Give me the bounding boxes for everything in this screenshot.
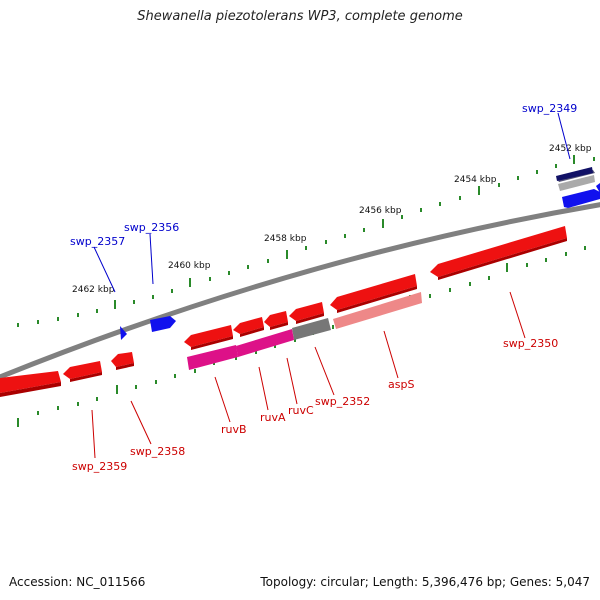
- gene-swp-2352[interactable]: [292, 318, 331, 340]
- label-swp-2358[interactable]: swp_2358: [130, 445, 185, 458]
- gene-ruvA-red[interactable]: [264, 311, 288, 327]
- gene-ruvA-red-shade: [270, 322, 288, 330]
- gene-swp-2349-grey[interactable]: [558, 175, 595, 191]
- gene-swp-2349-tip[interactable]: [596, 183, 600, 193]
- gene-ruvC-shade: [296, 313, 324, 324]
- leader-swp-2356: [149, 233, 154, 285]
- leader-ruvC: [286, 357, 298, 405]
- reverse-genes: [0, 226, 567, 397]
- tick-label-2456: 2456 kbp: [359, 206, 402, 216]
- leader-ruvB: [214, 376, 231, 423]
- tick-label-2454: 2454 kbp: [454, 175, 497, 185]
- label-swp-2359[interactable]: swp_2359: [72, 460, 127, 473]
- gene-swp-2356[interactable]: [150, 316, 176, 332]
- label-swp-2356[interactable]: swp_2356: [124, 221, 179, 234]
- tick-label-2458: 2458 kbp: [264, 234, 307, 244]
- gene-ruvB-red[interactable]: [233, 317, 264, 334]
- leader-swp-2350: [509, 291, 526, 339]
- leader-aspS: [383, 330, 399, 379]
- gene-swp-2359-shade: [70, 372, 102, 382]
- label-swp-2350[interactable]: swp_2350: [503, 337, 558, 350]
- forward-genes: [120, 167, 600, 340]
- gene-swp-2350-shade: [438, 238, 567, 280]
- accession-text: Accession: NC_011566: [9, 575, 146, 589]
- gene-swp-2360[interactable]: [0, 371, 61, 393]
- gene-ruvB[interactable]: [187, 345, 238, 370]
- gene-swp-2360-shade: [0, 382, 61, 397]
- gene-ruvB-red2[interactable]: [184, 325, 233, 347]
- forward-leaders: [93, 112, 571, 293]
- tick-label-2462: 2462 kbp: [72, 285, 115, 295]
- label-swp-2352[interactable]: swp_2352: [315, 395, 370, 408]
- gene-swp-2349-navy[interactable]: [556, 167, 593, 181]
- gene-swp-2350[interactable]: [430, 226, 567, 277]
- tick-label-2460: 2460 kbp: [168, 261, 211, 271]
- gene-swp-2359[interactable]: [63, 361, 102, 379]
- gene-ruvB-red2-shade: [191, 336, 233, 350]
- gene-swp-2357[interactable]: [120, 326, 127, 340]
- tick-label-2452: 2452 kbp: [549, 144, 592, 154]
- gene-ruvA[interactable]: [236, 329, 294, 357]
- leader-swp-2352: [314, 346, 335, 396]
- genome-backbone: [0, 202, 600, 380]
- gene-swp-2358-shade: [116, 363, 134, 370]
- leader-swp-2358: [130, 400, 152, 445]
- gene-ruvC[interactable]: [289, 302, 324, 321]
- gene-swp-2358[interactable]: [111, 352, 134, 367]
- label-ruvC[interactable]: ruvC: [288, 404, 314, 417]
- gene-swp-2351-shade: [337, 286, 417, 313]
- label-ruvA[interactable]: ruvA: [260, 411, 286, 424]
- label-swp-2357[interactable]: swp_2357: [70, 235, 125, 248]
- leader-swp-2349: [557, 112, 571, 160]
- label-swp-2349[interactable]: swp_2349: [522, 102, 577, 115]
- reverse-leaders: [91, 291, 526, 459]
- leader-swp-2359: [91, 409, 96, 459]
- leader-ruvA: [258, 366, 269, 411]
- gene-swp-2349[interactable]: [562, 189, 600, 208]
- topology-text: Topology: circular; Length: 5,396,476 bp…: [260, 575, 590, 589]
- map-title: Shewanella piezotolerans WP3, complete g…: [137, 9, 463, 24]
- gene-aspS[interactable]: [333, 292, 422, 329]
- leader-swp-2357: [93, 246, 116, 293]
- label-aspS[interactable]: aspS: [388, 378, 414, 391]
- outer-ruler: [17, 155, 595, 327]
- gene-swp-2351[interactable]: [330, 274, 417, 310]
- gene-ruvB-red-shade: [240, 327, 264, 337]
- label-ruvB[interactable]: ruvB: [221, 423, 247, 436]
